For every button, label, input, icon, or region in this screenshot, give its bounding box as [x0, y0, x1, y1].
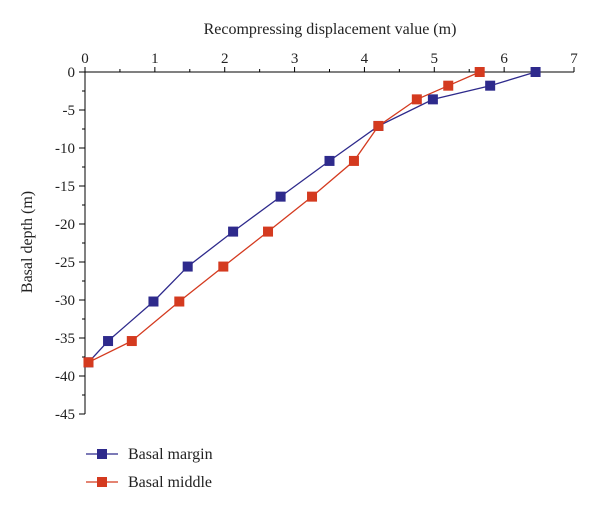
- data-point: [307, 191, 318, 202]
- x-tick-label: 5: [431, 51, 439, 67]
- legend-item: Basal middle: [86, 474, 212, 491]
- series-line: [88, 71, 536, 363]
- y-tick-label: 0: [68, 65, 76, 81]
- series-layer: [83, 67, 541, 368]
- series-line: [88, 71, 480, 363]
- x-tick-label: 1: [151, 51, 159, 67]
- data-point: [148, 296, 159, 307]
- data-point: [83, 357, 94, 368]
- y-tick-label: -45: [55, 407, 75, 423]
- y-tick-label: -40: [55, 369, 75, 385]
- data-point: [530, 67, 541, 77]
- series-2: [83, 67, 485, 368]
- data-point: [275, 191, 286, 202]
- data-point: [485, 80, 496, 91]
- data-point: [373, 120, 384, 131]
- x-tick-label: 0: [81, 51, 89, 67]
- y-tick-label: -35: [55, 331, 75, 347]
- data-point: [218, 261, 229, 272]
- x-tick-label: 2: [221, 51, 229, 67]
- y-tick-label: -20: [55, 217, 75, 233]
- y-tick-label: -30: [55, 293, 75, 309]
- series-1: [83, 67, 541, 368]
- x-axis-title: Recompressing displacement value (m): [204, 21, 457, 38]
- data-point: [174, 296, 185, 307]
- data-point: [103, 336, 114, 347]
- y-tick-label: -10: [55, 141, 75, 157]
- legend-marker: [97, 449, 107, 459]
- data-point: [126, 336, 137, 347]
- data-point: [474, 67, 485, 77]
- legend-label: Basal middle: [128, 474, 212, 491]
- y-axis-title: Basal depth (m): [19, 191, 36, 293]
- data-point: [411, 94, 422, 105]
- y-tick-label: -15: [55, 179, 75, 195]
- x-tick-label: 7: [570, 51, 578, 67]
- data-point: [228, 226, 239, 237]
- data-point: [324, 155, 335, 166]
- data-point: [443, 80, 454, 91]
- plot-axes: 0 1 2 3 4 5 6 7 0 -5 -10 -15 -20 -25 -30 -35 -40 -45: [55, 51, 578, 423]
- data-point: [427, 94, 438, 105]
- y-tick-label: -5: [63, 103, 76, 119]
- legend: Basal margin Basal middle: [86, 446, 213, 491]
- data-point: [348, 155, 359, 166]
- legend-item: Basal margin: [86, 446, 213, 463]
- x-tick-label: 3: [291, 51, 299, 67]
- data-point: [263, 226, 274, 237]
- y-tick-label: -25: [55, 255, 75, 271]
- data-point: [182, 261, 193, 272]
- legend-label: Basal margin: [128, 446, 213, 463]
- x-tick-label: 4: [361, 51, 369, 67]
- x-tick-label: 6: [500, 51, 508, 67]
- legend-marker: [97, 477, 107, 487]
